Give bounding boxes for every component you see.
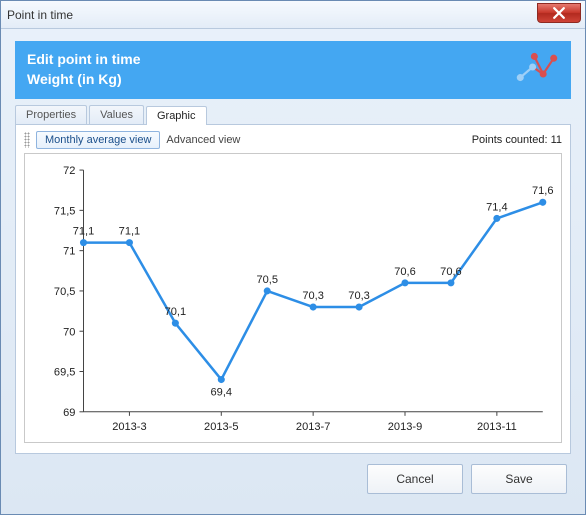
chart-container: 69 69,5 70 70,5 71 71,5 72 2013-3 2013-5 2013-7 20… xyxy=(24,153,562,443)
graph-network-icon xyxy=(515,49,559,91)
close-button[interactable] xyxy=(537,3,581,23)
dialog-window: Point in time Edit point in time Weight … xyxy=(0,0,586,515)
line-chart: 69 69,5 70 70,5 71 71,5 72 2013-3 2013-5 2013-7 20… xyxy=(31,160,555,440)
banner-line2: Weight (in Kg) xyxy=(27,70,141,90)
tab-values[interactable]: Values xyxy=(89,105,144,124)
svg-text:2013-9: 2013-9 xyxy=(388,421,422,433)
svg-text:2013-3: 2013-3 xyxy=(112,421,146,433)
tab-strip: Properties Values Graphic xyxy=(15,105,571,125)
window-title: Point in time xyxy=(7,8,73,22)
tab-graphic[interactable]: Graphic xyxy=(146,106,207,125)
svg-text:69: 69 xyxy=(63,406,75,418)
svg-text:70,5: 70,5 xyxy=(256,273,278,285)
svg-text:2013-5: 2013-5 xyxy=(204,421,238,433)
toolbar-grip-icon xyxy=(24,132,30,148)
advanced-view-button[interactable]: Advanced view xyxy=(166,134,240,146)
svg-text:70,3: 70,3 xyxy=(348,290,370,302)
svg-text:71,6: 71,6 xyxy=(532,185,554,197)
svg-text:71,1: 71,1 xyxy=(119,225,141,237)
svg-text:71,5: 71,5 xyxy=(54,205,76,217)
cancel-button[interactable]: Cancel xyxy=(367,464,463,494)
svg-text:70,6: 70,6 xyxy=(394,265,416,277)
close-icon xyxy=(553,7,565,19)
svg-text:71: 71 xyxy=(63,245,75,257)
svg-text:70,1: 70,1 xyxy=(165,306,187,318)
save-button[interactable]: Save xyxy=(471,464,567,494)
svg-text:70,5: 70,5 xyxy=(54,286,76,298)
toolbar-left: Monthly average view Advanced view xyxy=(24,131,240,149)
content-area: Edit point in time Weight (in Kg) Pro xyxy=(1,29,585,502)
points-counted-label: Points counted: 11 xyxy=(472,134,562,146)
svg-text:70,6: 70,6 xyxy=(440,265,462,277)
svg-text:70,3: 70,3 xyxy=(302,290,324,302)
banner: Edit point in time Weight (in Kg) xyxy=(15,41,571,99)
svg-text:71,1: 71,1 xyxy=(73,225,95,237)
svg-text:72: 72 xyxy=(63,165,75,177)
titlebar: Point in time xyxy=(1,1,585,29)
svg-text:70: 70 xyxy=(63,326,75,338)
dialog-footer: Cancel Save xyxy=(15,464,571,494)
monthly-average-view-button[interactable]: Monthly average view xyxy=(36,131,160,149)
banner-text: Edit point in time Weight (in Kg) xyxy=(27,50,141,89)
svg-text:69,4: 69,4 xyxy=(211,386,233,398)
toolbar: Monthly average view Advanced view Point… xyxy=(24,131,562,149)
svg-text:71,4: 71,4 xyxy=(486,201,508,213)
svg-text:69,5: 69,5 xyxy=(54,366,76,378)
svg-text:2013-7: 2013-7 xyxy=(296,421,330,433)
tab-panel: Monthly average view Advanced view Point… xyxy=(15,125,571,454)
banner-line1: Edit point in time xyxy=(27,50,141,70)
svg-text:2013-11: 2013-11 xyxy=(477,421,517,433)
tab-properties[interactable]: Properties xyxy=(15,105,87,124)
